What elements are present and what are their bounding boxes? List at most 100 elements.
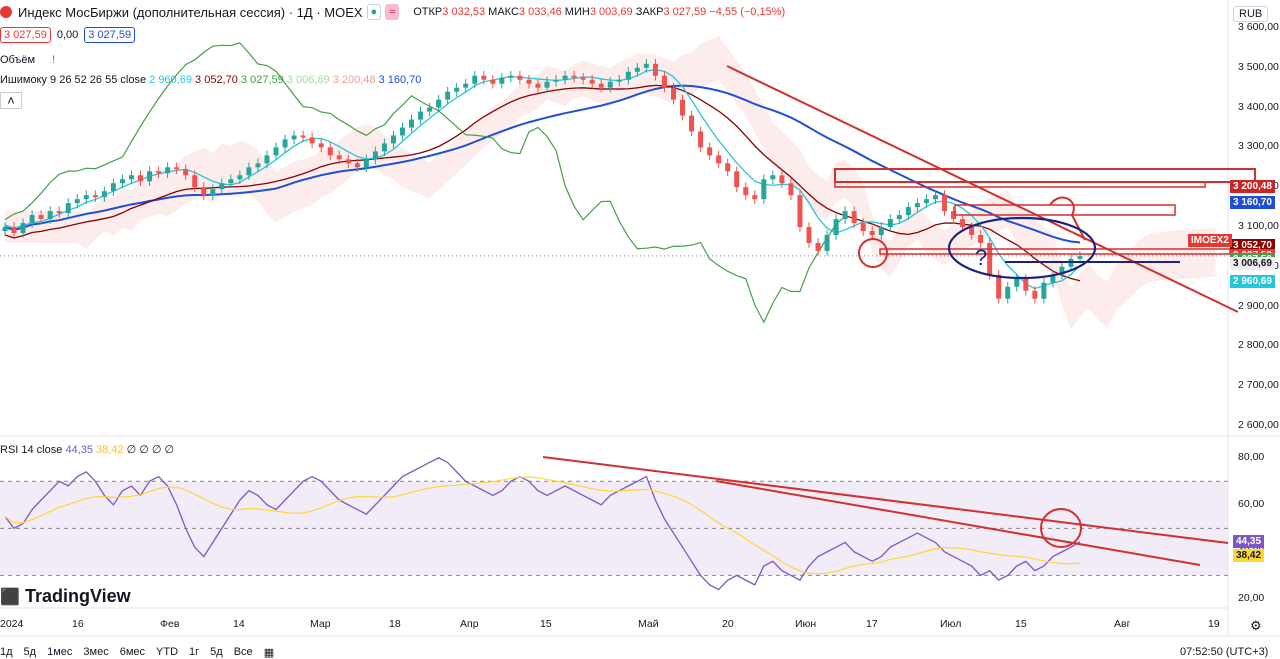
sma-line [4,84,1081,244]
candle [851,211,857,224]
candle [291,135,297,140]
symbol-title[interactable]: Индекс МосБиржи (дополнительная сессия) … [18,4,363,20]
symbol-tag: IMOEX2 [1188,234,1232,247]
time-axis-label: 2024 [0,618,24,630]
settings-icon[interactable]: ● [366,4,382,20]
candle [887,219,893,228]
time-axis-label: 16 [72,618,84,630]
candle [797,195,803,228]
period-5d[interactable]: 5д [23,646,37,658]
candle [165,167,171,174]
candle [761,179,767,200]
circle-annotation [858,238,888,268]
candle [996,274,1002,299]
resistance-box-annotation [834,168,1256,183]
candle [716,155,722,164]
clock[interactable]: 07:52:50 (UTC+3) [1180,646,1269,658]
rsi-axis-label: 60,00 [1238,497,1265,510]
bid-ask: 3 027,59 0,00 3 027,59 [0,27,136,43]
candle [779,175,785,184]
candle [29,215,35,224]
calendar-icon[interactable]: ▦ [263,647,275,659]
candle [932,195,938,200]
candle [860,223,866,231]
candle [381,143,387,152]
candle [219,183,225,190]
rsi-axis-label: 80,00 [1238,450,1265,463]
candle [264,155,270,164]
candle [282,139,288,148]
ichimoku-indicator[interactable]: Ишимоку 9 26 52 26 55 close 2 960,69 3 0… [0,74,422,86]
period-1m[interactable]: 1мес [47,646,73,658]
price-axis-label: 2 800,00 [1238,339,1279,352]
candle [128,175,134,180]
candle [698,131,704,148]
volume-indicator[interactable]: Объём ! [0,54,56,66]
candle [300,135,306,138]
candle [436,99,442,108]
candle [923,199,929,204]
candle [743,187,749,196]
candle [318,143,324,148]
candle [526,79,532,84]
candle [842,211,848,220]
period-all[interactable]: Все [233,646,253,658]
period-3m[interactable]: 3мес [83,646,109,658]
candle [508,75,514,78]
period-ytd[interactable]: YTD [156,646,179,658]
bid-value[interactable]: 3 027,59 [0,27,51,43]
candle [987,242,993,275]
candle [734,171,740,188]
gear-icon[interactable]: ⚙ [1250,618,1262,633]
candle [1041,282,1047,299]
candle [56,211,62,214]
candle [562,75,568,80]
candle [951,211,957,220]
period-5y[interactable]: 5д [210,646,223,658]
rsi-tag: 44,35 [1233,534,1265,548]
candle [210,189,216,196]
candle [445,91,451,100]
tradingview-logo: ⬛ TradingView [0,586,131,606]
currency-selector[interactable]: RUB [1233,6,1269,22]
candle [941,195,947,212]
period-1y[interactable]: 1г [189,646,200,658]
candle [83,195,89,200]
candle [92,195,98,198]
candle [192,175,198,188]
candle [255,163,261,168]
rsi-circle-annotation [1040,508,1082,548]
question-mark-annotation: ? [975,245,987,270]
candle [327,147,333,156]
price-axis-label: 3 600,00 [1238,20,1279,33]
warning-icon: ! [52,54,56,66]
rsi-indicator[interactable]: RSI 14 close 44,35 38,42 ∅ ∅ ∅ ∅ [0,444,175,456]
time-axis-label: 15 [540,618,552,630]
rsi-tag: 38,42 [1233,548,1265,562]
candle [174,167,180,170]
period-1d[interactable]: 1д [0,646,13,658]
period-6m[interactable]: 6мес [119,646,146,658]
candle [806,227,812,243]
candle [725,163,731,172]
candle [643,63,649,68]
candle [553,79,559,82]
candle [354,163,360,168]
chikou-line [4,42,846,324]
candle [1032,290,1038,299]
candle [598,83,604,88]
candle [47,211,53,220]
collapse-chevron-icon[interactable]: ˄ [0,92,22,109]
candle [652,63,658,76]
candle [156,171,162,174]
rsi-band [0,481,1228,576]
price-axis-label: 3 500,00 [1238,60,1279,73]
candle [11,227,17,233]
blue-circle-annotation [947,216,1097,280]
candle [616,79,622,82]
candle [1077,256,1083,259]
ask-value[interactable]: 3 027,59 [84,27,136,43]
wave-icon[interactable]: ≈ [385,4,400,20]
price-tag: 3 006,69 [1230,257,1275,271]
